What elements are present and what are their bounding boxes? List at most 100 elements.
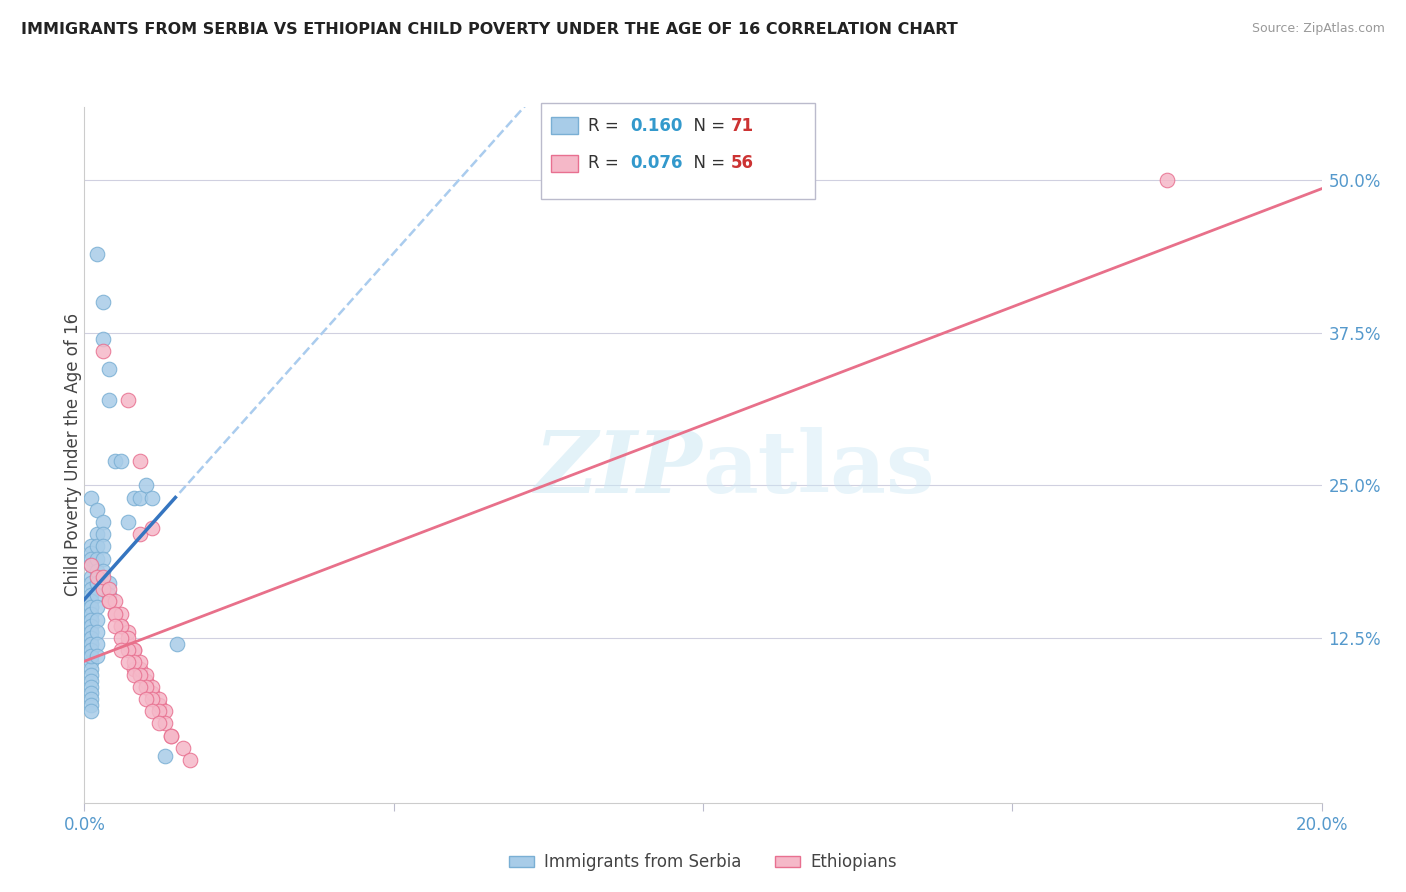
Point bbox=[79, 649, 101, 664]
Point bbox=[79, 582, 101, 597]
Point bbox=[160, 729, 183, 743]
Point bbox=[86, 527, 108, 541]
Point bbox=[86, 540, 108, 554]
Point bbox=[79, 631, 101, 645]
Point bbox=[122, 643, 145, 657]
Point bbox=[79, 607, 101, 621]
Point bbox=[86, 613, 108, 627]
Point bbox=[129, 667, 152, 681]
Point bbox=[110, 619, 132, 633]
Point bbox=[86, 600, 108, 615]
Point bbox=[79, 637, 101, 651]
Text: R =: R = bbox=[588, 117, 624, 135]
Text: N =: N = bbox=[683, 117, 731, 135]
Point bbox=[91, 582, 114, 597]
Point bbox=[98, 576, 121, 591]
Point bbox=[117, 515, 139, 529]
Point bbox=[86, 551, 108, 566]
Point bbox=[110, 607, 132, 621]
Point bbox=[79, 649, 101, 664]
Point bbox=[117, 643, 139, 657]
Point bbox=[86, 246, 108, 260]
Point bbox=[135, 692, 157, 706]
Text: 0.160: 0.160 bbox=[630, 117, 682, 135]
Point bbox=[79, 643, 101, 657]
Text: atlas: atlas bbox=[703, 427, 935, 511]
Point bbox=[122, 667, 145, 681]
Point bbox=[110, 631, 132, 645]
Point bbox=[148, 716, 170, 731]
Point bbox=[104, 607, 127, 621]
Point bbox=[160, 729, 183, 743]
Point bbox=[79, 619, 101, 633]
Point bbox=[141, 686, 163, 700]
Text: N =: N = bbox=[683, 154, 731, 172]
Point bbox=[141, 521, 163, 535]
Point bbox=[79, 588, 101, 602]
Point bbox=[104, 594, 127, 608]
Point bbox=[153, 749, 176, 764]
Point bbox=[79, 624, 101, 639]
Point bbox=[79, 631, 101, 645]
Point bbox=[98, 594, 121, 608]
Point bbox=[91, 515, 114, 529]
Text: R =: R = bbox=[588, 154, 624, 172]
Text: 0.076: 0.076 bbox=[630, 154, 682, 172]
Point bbox=[91, 332, 114, 346]
Point bbox=[122, 656, 145, 670]
Point bbox=[129, 656, 152, 670]
Point bbox=[79, 692, 101, 706]
Point bbox=[79, 624, 101, 639]
Point bbox=[141, 491, 163, 505]
Point bbox=[1156, 173, 1178, 187]
Point bbox=[79, 680, 101, 694]
Point bbox=[91, 540, 114, 554]
Point bbox=[79, 704, 101, 718]
Point bbox=[117, 637, 139, 651]
Point bbox=[129, 680, 152, 694]
Point bbox=[98, 362, 121, 376]
Point bbox=[79, 491, 101, 505]
Point bbox=[98, 392, 121, 407]
Point bbox=[110, 619, 132, 633]
Point bbox=[79, 686, 101, 700]
Point bbox=[135, 673, 157, 688]
Point bbox=[129, 491, 152, 505]
Text: IMMIGRANTS FROM SERBIA VS ETHIOPIAN CHILD POVERTY UNDER THE AGE OF 16 CORRELATIO: IMMIGRANTS FROM SERBIA VS ETHIOPIAN CHIL… bbox=[21, 22, 957, 37]
Point bbox=[86, 588, 108, 602]
Point bbox=[135, 667, 157, 681]
Point bbox=[129, 527, 152, 541]
Point bbox=[117, 631, 139, 645]
Text: 71: 71 bbox=[731, 117, 754, 135]
Point bbox=[79, 600, 101, 615]
Point bbox=[153, 704, 176, 718]
Point bbox=[79, 551, 101, 566]
Point bbox=[135, 680, 157, 694]
Point bbox=[104, 607, 127, 621]
Text: 56: 56 bbox=[731, 154, 754, 172]
Point bbox=[79, 661, 101, 675]
Point bbox=[86, 564, 108, 578]
Point bbox=[135, 478, 157, 492]
Point bbox=[79, 637, 101, 651]
Point bbox=[148, 698, 170, 713]
Point bbox=[79, 576, 101, 591]
Point bbox=[117, 392, 139, 407]
Point bbox=[122, 643, 145, 657]
Point bbox=[79, 656, 101, 670]
Point bbox=[79, 558, 101, 572]
Point bbox=[98, 594, 121, 608]
Point bbox=[79, 545, 101, 559]
Point bbox=[148, 692, 170, 706]
Point bbox=[104, 619, 127, 633]
Point bbox=[86, 649, 108, 664]
Point bbox=[98, 582, 121, 597]
Point bbox=[117, 624, 139, 639]
Point bbox=[79, 594, 101, 608]
Point bbox=[141, 680, 163, 694]
Point bbox=[172, 740, 194, 755]
Point bbox=[110, 454, 132, 468]
Point bbox=[129, 454, 152, 468]
Point bbox=[91, 570, 114, 584]
Point bbox=[91, 344, 114, 359]
